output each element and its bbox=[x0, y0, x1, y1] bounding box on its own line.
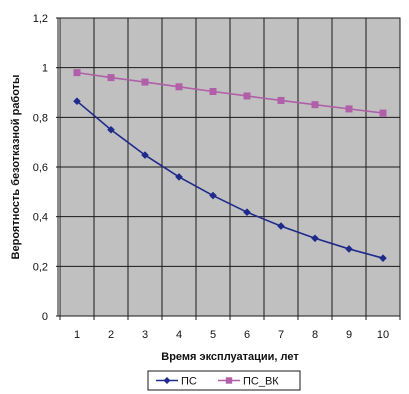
data-point bbox=[175, 173, 183, 181]
y-tick-label: 1 bbox=[42, 63, 48, 75]
data-point bbox=[277, 222, 285, 230]
data-point bbox=[379, 109, 387, 117]
x-axis-title: Время эксплуатации, лет bbox=[161, 351, 299, 363]
x-tick-label: 5 bbox=[210, 329, 216, 341]
x-tick-label: 2 bbox=[108, 329, 114, 341]
data-point bbox=[209, 88, 217, 96]
y-axis-title: Вероятность безотказной работы bbox=[10, 75, 22, 260]
series-square bbox=[73, 69, 387, 117]
x-tick-label: 9 bbox=[346, 329, 352, 341]
data-point bbox=[311, 101, 319, 109]
data-point bbox=[107, 125, 115, 134]
data-point bbox=[243, 92, 251, 100]
data-point bbox=[107, 74, 115, 82]
axes bbox=[56, 17, 401, 320]
data-point bbox=[209, 191, 217, 200]
legend-marker bbox=[225, 377, 233, 384]
x-tick-label: 3 bbox=[142, 329, 148, 341]
plot-border bbox=[59, 17, 401, 317]
y-tick-label: 0,8 bbox=[33, 112, 48, 124]
tick-labels: 0 0,2 0,4 0,6 0,8 1 1,2 1 2 3 4 5 6 7 8 9 10 bbox=[33, 13, 389, 341]
x-tick-label: 7 bbox=[278, 329, 284, 341]
data-point bbox=[345, 245, 353, 253]
y-tick-label: 0 bbox=[42, 311, 48, 323]
x-tick-label: 1 bbox=[74, 329, 80, 341]
legend-marker bbox=[163, 377, 171, 384]
legend-label: ПС bbox=[181, 376, 197, 388]
x-tick-label: 6 bbox=[244, 329, 250, 341]
data-point bbox=[243, 208, 251, 216]
legend: ПС ПС_ВК bbox=[147, 370, 301, 391]
data-point bbox=[311, 234, 319, 243]
data-point bbox=[277, 96, 285, 104]
y-tick-label: 0,6 bbox=[33, 162, 48, 174]
series-diamond bbox=[73, 97, 387, 262]
data-point bbox=[73, 97, 81, 105]
y-tick-label: 0,2 bbox=[33, 261, 48, 273]
y-tick-label: 1,2 bbox=[33, 13, 48, 25]
series-line bbox=[76, 100, 384, 259]
data-point bbox=[175, 83, 183, 91]
data-point bbox=[73, 69, 81, 77]
legend-item: ПС bbox=[156, 376, 197, 388]
y-tick-label: 0,4 bbox=[33, 212, 48, 224]
series-line bbox=[76, 71, 384, 114]
legend-label: ПС_ВК bbox=[243, 376, 279, 388]
data-point bbox=[345, 105, 353, 113]
x-tick-label: 4 bbox=[176, 329, 182, 341]
legend-item: ПС_ВК bbox=[218, 376, 279, 388]
data-point bbox=[141, 78, 149, 86]
data-point bbox=[379, 254, 387, 262]
x-tick-label: 10 bbox=[377, 329, 389, 341]
series-layer bbox=[73, 69, 387, 262]
data-point bbox=[141, 151, 149, 159]
x-tick-label: 8 bbox=[312, 329, 318, 341]
